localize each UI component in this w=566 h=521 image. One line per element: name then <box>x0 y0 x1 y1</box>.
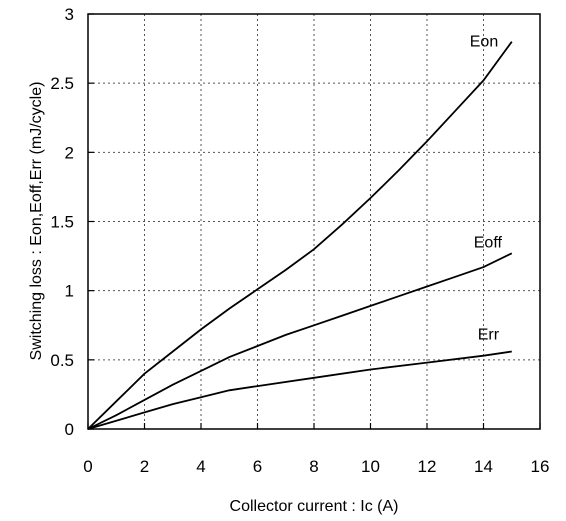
x-axis-label: Collector current : Ic (A) <box>230 498 399 515</box>
grid-lines <box>88 14 540 429</box>
series-labels: Eon Eoff Err <box>470 34 503 344</box>
series-lines <box>87 41 513 430</box>
x-tick-label: 2 <box>140 457 149 476</box>
y-tick-label: 2 <box>65 143 74 162</box>
y-tick-label: 3 <box>65 5 74 24</box>
x-tick-label: 0 <box>83 457 92 476</box>
x-tick-label: 16 <box>531 457 550 476</box>
x-tick-label: 6 <box>253 457 262 476</box>
y-tick-label: 1.5 <box>50 213 74 232</box>
tick-labels: 0 2 4 6 8 10 12 14 16 0 0.5 1 1.5 2 2.5 3 <box>50 5 549 476</box>
series-line-eoff <box>87 252 513 430</box>
x-tick-label: 14 <box>474 457 493 476</box>
series-label-err: Err <box>478 327 500 344</box>
x-tick-label: 4 <box>196 457 205 476</box>
series-line-err <box>87 350 512 430</box>
series-label-eoff: Eoff <box>474 234 503 251</box>
y-tick-label: 0 <box>65 420 74 439</box>
y-tick-label: 1 <box>65 282 74 301</box>
series-line-eon <box>87 41 513 430</box>
y-tick-label: 2.5 <box>50 74 74 93</box>
x-tick-label: 10 <box>361 457 380 476</box>
series-label-eon: Eon <box>470 34 498 51</box>
x-tick-label: 8 <box>309 457 318 476</box>
y-axis-label: Switching loss : Eon,Eoff,Err (mJ/cycle) <box>28 82 45 361</box>
y-tick-label: 0.5 <box>50 351 74 370</box>
x-tick-label: 12 <box>418 457 437 476</box>
